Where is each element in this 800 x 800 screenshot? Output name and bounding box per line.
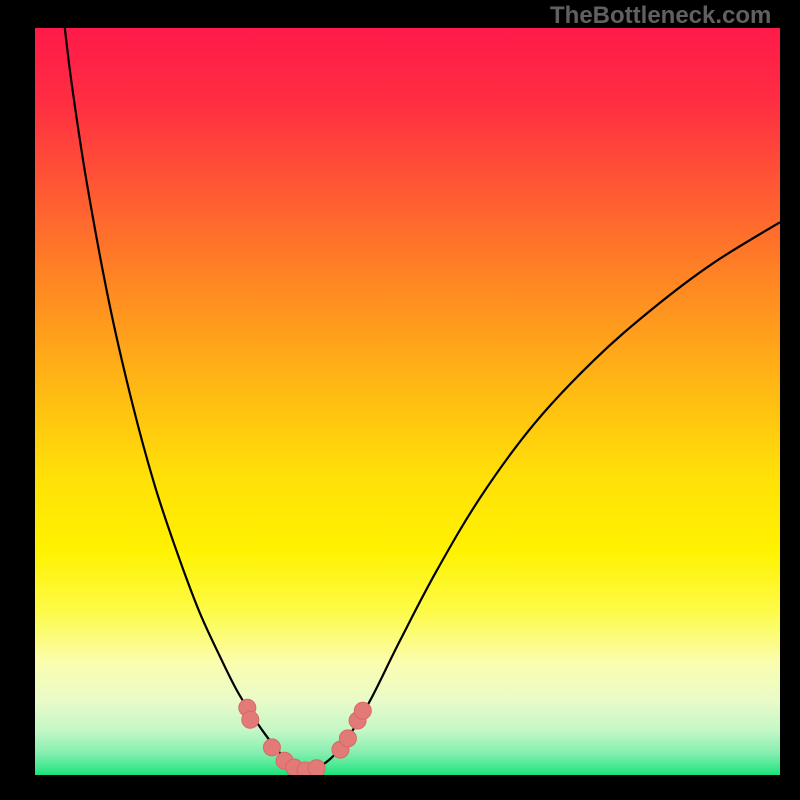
chart-container: TheBottleneck.com — [0, 0, 800, 800]
curve-overlay — [0, 0, 800, 800]
marker-point — [339, 730, 356, 747]
curve-right-branch — [305, 222, 780, 771]
curve-left-branch — [65, 28, 306, 771]
marker-point — [354, 702, 371, 719]
marker-point — [242, 711, 259, 728]
watermark-text: TheBottleneck.com — [550, 2, 771, 30]
marker-point — [263, 739, 280, 756]
marker-point — [308, 760, 325, 777]
